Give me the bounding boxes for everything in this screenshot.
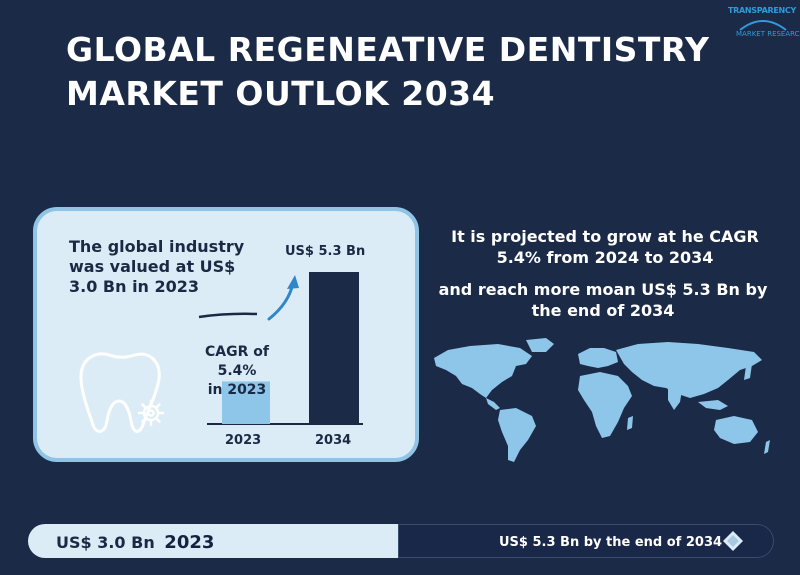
cagr-line-2: in 2023 (207, 382, 267, 398)
map-central-america (486, 398, 500, 410)
map-new-zealand (764, 440, 770, 454)
card-text-line-2: was valued at US$ (69, 257, 236, 276)
card-description: The global industry was valued at US$ 3.… (69, 237, 244, 297)
map-asia (616, 342, 762, 398)
projection-line-3: and reach more moan US$ 5.3 Bn by (438, 280, 768, 299)
map-madagascar (627, 416, 633, 430)
summary-right-text: US$ 5.3 Bn by the end of 2034 (499, 535, 723, 550)
logo-text-top: TRANSPARENCY (728, 6, 796, 15)
cagr-line-1: CAGR of 5.4% (205, 344, 269, 379)
diamond-marker-icon (723, 531, 743, 551)
map-africa (578, 372, 632, 438)
map-greenland (526, 338, 554, 352)
decorative-dash (198, 312, 258, 319)
summary-left-year: 2023 (164, 532, 215, 553)
tick-label-2034: 2034 (315, 433, 352, 448)
bar-2023 (222, 381, 270, 424)
tooth-icon (79, 352, 161, 433)
bar-2034 (309, 272, 359, 424)
cagr-label: CAGR of 5.4% in 2023 (187, 343, 287, 400)
projection-line-1: It is projected to grow at he CAGR (451, 227, 759, 246)
summary-bar-left: US$ 3.0 Bn 2023 (28, 524, 398, 558)
map-australia (714, 416, 758, 444)
growth-arrow-icon (267, 275, 299, 321)
projection-text-2: and reach more moan US$ 5.3 Bn by the en… (430, 279, 776, 321)
map-north-america (434, 344, 532, 398)
map-japan (744, 364, 752, 380)
summary-bar: US$ 3.0 Bn 2023 US$ 5.3 Bn by the end of… (28, 524, 774, 558)
title-line-1: GLOBAL REGENEATIVE DENTISTRY (66, 30, 710, 69)
summary-left-value: US$ 3.0 Bn (56, 533, 155, 552)
chart-bars (222, 272, 359, 424)
map-southeast-asia (698, 400, 728, 410)
title-line-2: MARKET OUTLOK 2034 (66, 74, 496, 113)
brand-logo: TRANSPARENCY MARKET RESEARCH (728, 4, 800, 44)
map-europe (578, 348, 618, 368)
map-south-america (498, 408, 536, 462)
logo-text-bottom: MARKET RESEARCH (736, 30, 800, 38)
page-title: GLOBAL REGENEATIVE DENTISTRY MARKET OUTL… (66, 28, 709, 116)
summary-left-text: US$ 3.0 Bn 2023 (56, 532, 214, 553)
market-value-card: The global industry was valued at US$ 3.… (33, 207, 419, 462)
projection-line-4: the end of 2034 (531, 301, 675, 320)
bar-2034-value-label: US$ 5.3 Bn (285, 244, 366, 259)
gear-icon (137, 399, 165, 427)
card-text-line-3: 3.0 Bn in 2023 (69, 277, 200, 296)
map-india (668, 388, 682, 410)
projection-line-2: 5.4% from 2024 to 2034 (496, 248, 714, 267)
card-text-line-1: The global industry (69, 237, 245, 256)
card-graphics (79, 272, 363, 433)
world-map (434, 338, 770, 462)
summary-bar-right: US$ 5.3 Bn by the end of 2034 (398, 524, 774, 558)
logo-arc-icon (739, 20, 787, 31)
tick-label-2023: 2023 (225, 433, 262, 448)
projection-text-1: It is projected to grow at he CAGR 5.4% … (432, 226, 778, 268)
